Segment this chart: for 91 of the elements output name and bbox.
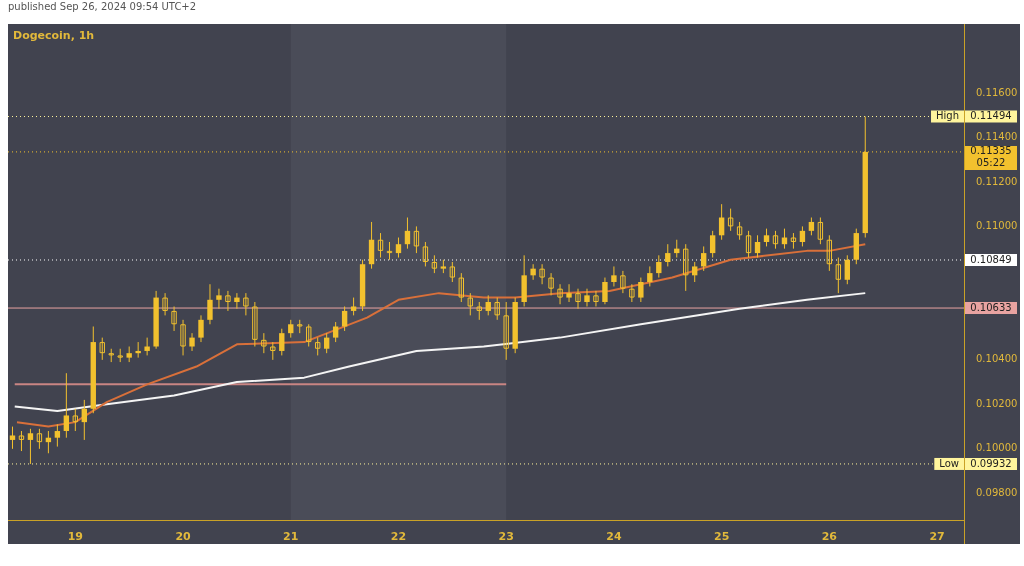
candlestick xyxy=(593,290,599,307)
candlestick xyxy=(700,245,707,272)
candlestick xyxy=(81,399,87,441)
candlestick xyxy=(665,243,671,267)
candlestick xyxy=(404,217,411,250)
candlestick xyxy=(180,319,186,356)
candlestick xyxy=(620,270,626,294)
candlestick xyxy=(503,301,509,361)
candlestick xyxy=(530,263,536,281)
candlestick xyxy=(252,301,258,348)
x-tick-label: 20 xyxy=(175,530,192,544)
x-tick-label: 23 xyxy=(498,530,514,544)
candlestick xyxy=(216,288,222,310)
candlestick xyxy=(727,208,734,232)
candlestick xyxy=(395,237,402,259)
annotation: Low xyxy=(939,457,960,469)
candlestick xyxy=(162,292,168,316)
candlestick xyxy=(144,337,150,356)
candlestick xyxy=(602,277,608,305)
y-tick-label: 0.11600 xyxy=(976,86,1018,98)
candlestick xyxy=(243,292,249,316)
y-tick-label: 0.10200 xyxy=(976,397,1018,409)
candlestick xyxy=(306,323,312,348)
candlestick xyxy=(826,234,833,272)
candlestick xyxy=(198,314,204,343)
x-tick-label: 26 xyxy=(821,530,838,544)
ref-line-label: 0.09932 xyxy=(970,457,1012,469)
y-tick-label: 0.09800 xyxy=(976,486,1018,498)
ref-line-label: 0.10849 xyxy=(970,253,1012,265)
candlestick xyxy=(99,337,105,361)
ref-line-label: 0.11494 xyxy=(970,110,1012,122)
ref-line-label: 0.10633 xyxy=(970,301,1012,313)
candlestick xyxy=(225,290,231,312)
annotation: High xyxy=(936,110,959,122)
candlestick xyxy=(458,272,465,303)
y-tick-label: 0.11200 xyxy=(976,175,1018,187)
candlestick xyxy=(422,241,429,267)
candlestick xyxy=(692,261,698,283)
candlestick xyxy=(548,272,554,296)
chart-subtitle: published Sep 26, 2024 09:54 UTC+2 xyxy=(8,1,197,12)
candlestick xyxy=(171,305,177,332)
candlestick xyxy=(799,225,806,247)
y-tick-label: 0.10000 xyxy=(976,442,1018,454)
candlestick xyxy=(485,294,491,316)
candlestick xyxy=(261,332,267,354)
candlestick xyxy=(709,230,716,259)
candlestick xyxy=(189,332,195,352)
candlestick xyxy=(494,297,500,321)
candlestick xyxy=(63,372,70,439)
candlestick xyxy=(584,288,590,307)
x-tick-label: 24 xyxy=(606,530,622,544)
candlestick xyxy=(656,254,662,279)
candlestick xyxy=(566,283,572,303)
y-tick-label: 0.11000 xyxy=(976,220,1018,231)
text: Dogecoin, 1h xyxy=(13,28,95,42)
candlestick xyxy=(323,332,330,354)
candlestick xyxy=(539,263,545,285)
candlestick xyxy=(629,283,635,303)
candlestick xyxy=(611,265,617,287)
y-tick-label: 0.10400 xyxy=(976,353,1018,365)
candlestick xyxy=(27,428,34,465)
candlestick xyxy=(754,234,761,259)
candlestick xyxy=(647,265,653,287)
candlestick xyxy=(557,283,563,305)
candlestick xyxy=(638,277,644,303)
candlestick xyxy=(467,292,473,316)
x-tick-label: 19 xyxy=(67,530,83,544)
x-tick-label: 22 xyxy=(390,530,407,544)
candlestick xyxy=(377,232,384,259)
candlestick xyxy=(36,428,43,450)
candlestick xyxy=(835,257,842,294)
candlestick xyxy=(817,217,824,245)
y-tick-label: 0.11400 xyxy=(976,131,1018,143)
candlestick xyxy=(413,225,420,254)
candlestick xyxy=(332,321,339,343)
candlestick xyxy=(683,243,689,292)
candlestick xyxy=(449,261,456,283)
x-tick-label: 21 xyxy=(283,530,299,544)
ref-line-label: 0.11335 05:22 xyxy=(970,145,1012,169)
candlestick xyxy=(18,430,25,452)
candlestick xyxy=(844,254,850,285)
candlestick xyxy=(234,292,240,310)
candlestick xyxy=(72,408,79,432)
x-tick-label: 25 xyxy=(713,530,730,544)
candlestick xyxy=(745,230,752,259)
x-tick-label: 27 xyxy=(929,530,945,544)
candlestick xyxy=(575,288,581,310)
candlestick xyxy=(207,283,213,325)
candlestick xyxy=(279,328,285,356)
candlestick xyxy=(9,426,16,450)
candlestick xyxy=(54,423,61,448)
